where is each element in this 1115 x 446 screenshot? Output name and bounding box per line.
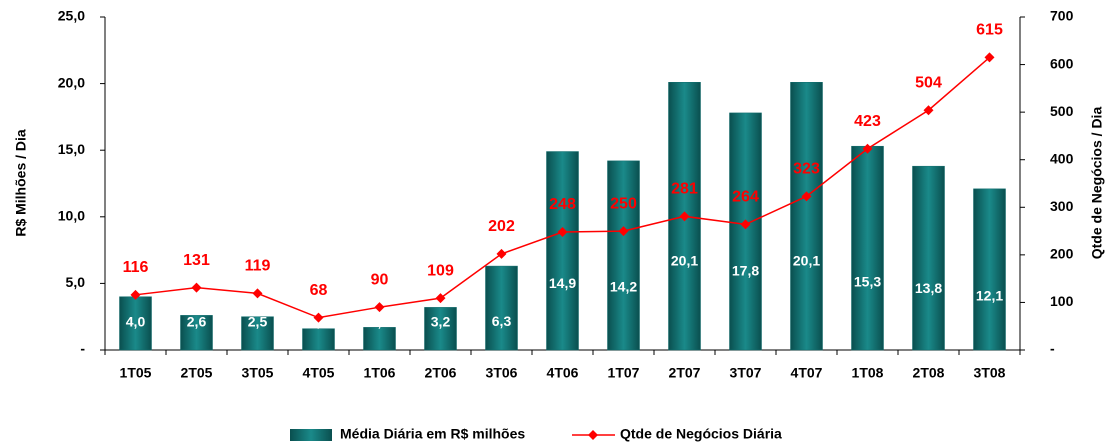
x-tick-label: 3T05 [242,365,274,381]
y2-tick-label: - [1050,341,1055,357]
y-axis-title: R$ Milhões / Dia [13,129,29,237]
y2-tick-label: 300 [1050,198,1074,214]
x-tick-label: 1T05 [120,365,152,381]
line-value-label: 202 [488,218,515,235]
x-tick-label: 1T06 [364,365,396,381]
bar-value-label: 20,1 [671,252,698,268]
y2-tick-label: 600 [1050,55,1074,71]
line-value-label: 131 [183,252,210,269]
bar [424,307,457,351]
line-value-label: 264 [732,189,759,206]
y2-tick-label: 400 [1050,150,1074,166]
bar [241,316,274,351]
line-point [557,227,568,238]
line-point [862,143,873,154]
line-point [496,248,507,259]
x-tick-label: 1T07 [608,365,640,381]
x-tick-label: 1T08 [852,365,884,381]
line-point [374,302,385,313]
y-tick-label: 10,0 [58,208,85,224]
line-value-label: 615 [976,22,1003,39]
bar-value-label: 20,1 [793,252,820,268]
line-point [740,219,751,230]
bar-value-label: 1,7 [370,314,390,330]
bar [302,328,335,351]
x-tick-label: 2T05 [181,365,213,381]
bar-value-label: 15,3 [854,273,881,289]
legend-label: Média Diária em R$ milhões [340,426,525,442]
x-tick-label: 2T06 [425,365,457,381]
line-point [801,191,812,202]
line-point [252,288,263,299]
bar-value-label: 3,2 [431,314,451,330]
x-tick-label: 3T08 [974,365,1006,381]
line-point [191,282,202,293]
y-tick-label: 20,0 [58,74,85,90]
line-point [679,211,690,222]
y2-tick-label: 100 [1050,293,1074,309]
bar [485,265,518,351]
bar [912,165,945,351]
bar-value-label: 4,0 [126,314,146,330]
legend-swatch [290,429,332,441]
line-value-label: 248 [549,196,576,213]
bar [546,151,579,351]
bar-value-label: 6,3 [492,313,512,329]
bar-value-label: 2,5 [248,314,268,330]
line-point [923,105,934,116]
bar [973,188,1006,351]
y2-tick-label: 500 [1050,103,1074,119]
line-value-label: 423 [854,113,881,130]
line-value-label: 119 [245,258,271,275]
line-value-label: 90 [371,271,389,288]
x-tick-label: 3T06 [486,365,518,381]
y2-tick-label: 200 [1050,246,1074,262]
bar-value-label: 13,8 [915,280,942,296]
bar-value-label: 14,9 [549,275,576,291]
line-value-label: 323 [793,161,820,178]
line-value-label: 250 [610,195,637,212]
legend-label: Qtde de Negócios Diária [620,426,782,442]
y-tick-label: - [80,341,85,357]
line-point [313,312,324,323]
y2-tick-label: 700 [1050,8,1074,24]
line-value-label: 68 [310,282,328,299]
legend-marker [588,430,598,440]
x-tick-label: 3T07 [730,365,762,381]
y2-axis-title: Qtde de Negócios / Dia [1089,107,1105,260]
bar [363,327,396,351]
bar-value-label: 12,1 [976,288,1003,304]
x-tick-label: 4T05 [303,365,335,381]
line-point [435,293,446,304]
x-tick-label: 4T06 [547,365,579,381]
bar [607,160,640,351]
y-tick-label: 5,0 [66,274,86,290]
y-tick-label: 15,0 [58,141,85,157]
line-point [618,226,629,237]
line-value-label: 116 [123,259,149,276]
line-value-label: 504 [915,74,942,91]
bar-value-label: 2,6 [187,314,207,330]
bar [790,82,823,351]
x-tick-label: 2T08 [913,365,945,381]
y-tick-label: 25,0 [58,8,85,24]
bar [851,145,884,351]
line-point [984,52,995,63]
x-tick-label: 2T07 [669,365,701,381]
bar [119,296,152,351]
x-tick-label: 4T07 [791,365,823,381]
bar-value-label: 17,8 [732,262,759,278]
bar [729,112,762,351]
line-value-label: 281 [671,181,698,198]
bar-value-label: 14,2 [610,278,637,294]
line-value-label: 109 [427,262,454,279]
bar [180,315,213,351]
line-point [130,289,141,300]
